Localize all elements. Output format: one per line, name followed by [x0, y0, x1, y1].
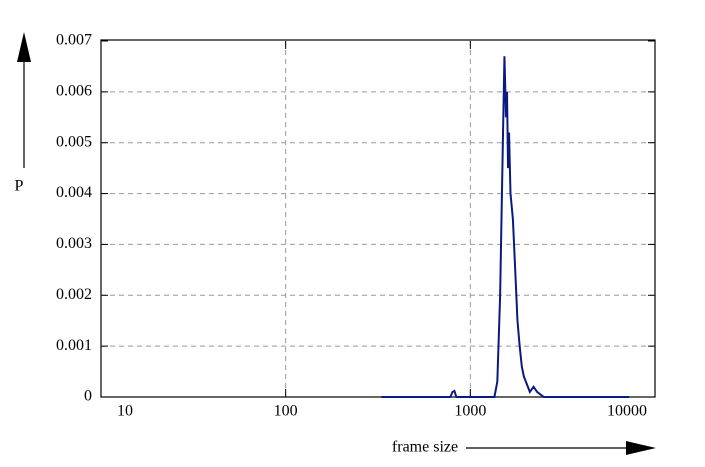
x-tick-label: 10 [117, 403, 133, 420]
y-tick-label: 0.002 [56, 286, 92, 303]
y-arrow-head [17, 32, 31, 62]
y-tick-label: 0.003 [56, 235, 92, 252]
x-arrow-head [626, 441, 656, 455]
y-axis-label: P [15, 178, 24, 195]
x-tick-label: 10000 [607, 403, 647, 420]
x-tick-label: 1000 [454, 403, 486, 420]
x-tick-label: 100 [274, 403, 298, 420]
y-tick-label: 0.007 [56, 32, 92, 49]
y-tick-label: 0 [84, 388, 92, 405]
y-tick-label: 0.006 [56, 83, 92, 100]
y-tick-label: 0.004 [56, 184, 92, 201]
y-tick-label: 0.005 [56, 133, 92, 150]
x-axis-label: frame size [392, 439, 458, 456]
plot-frame [100, 39, 656, 398]
data-line [381, 56, 630, 398]
y-tick-label: 0.001 [56, 337, 92, 354]
